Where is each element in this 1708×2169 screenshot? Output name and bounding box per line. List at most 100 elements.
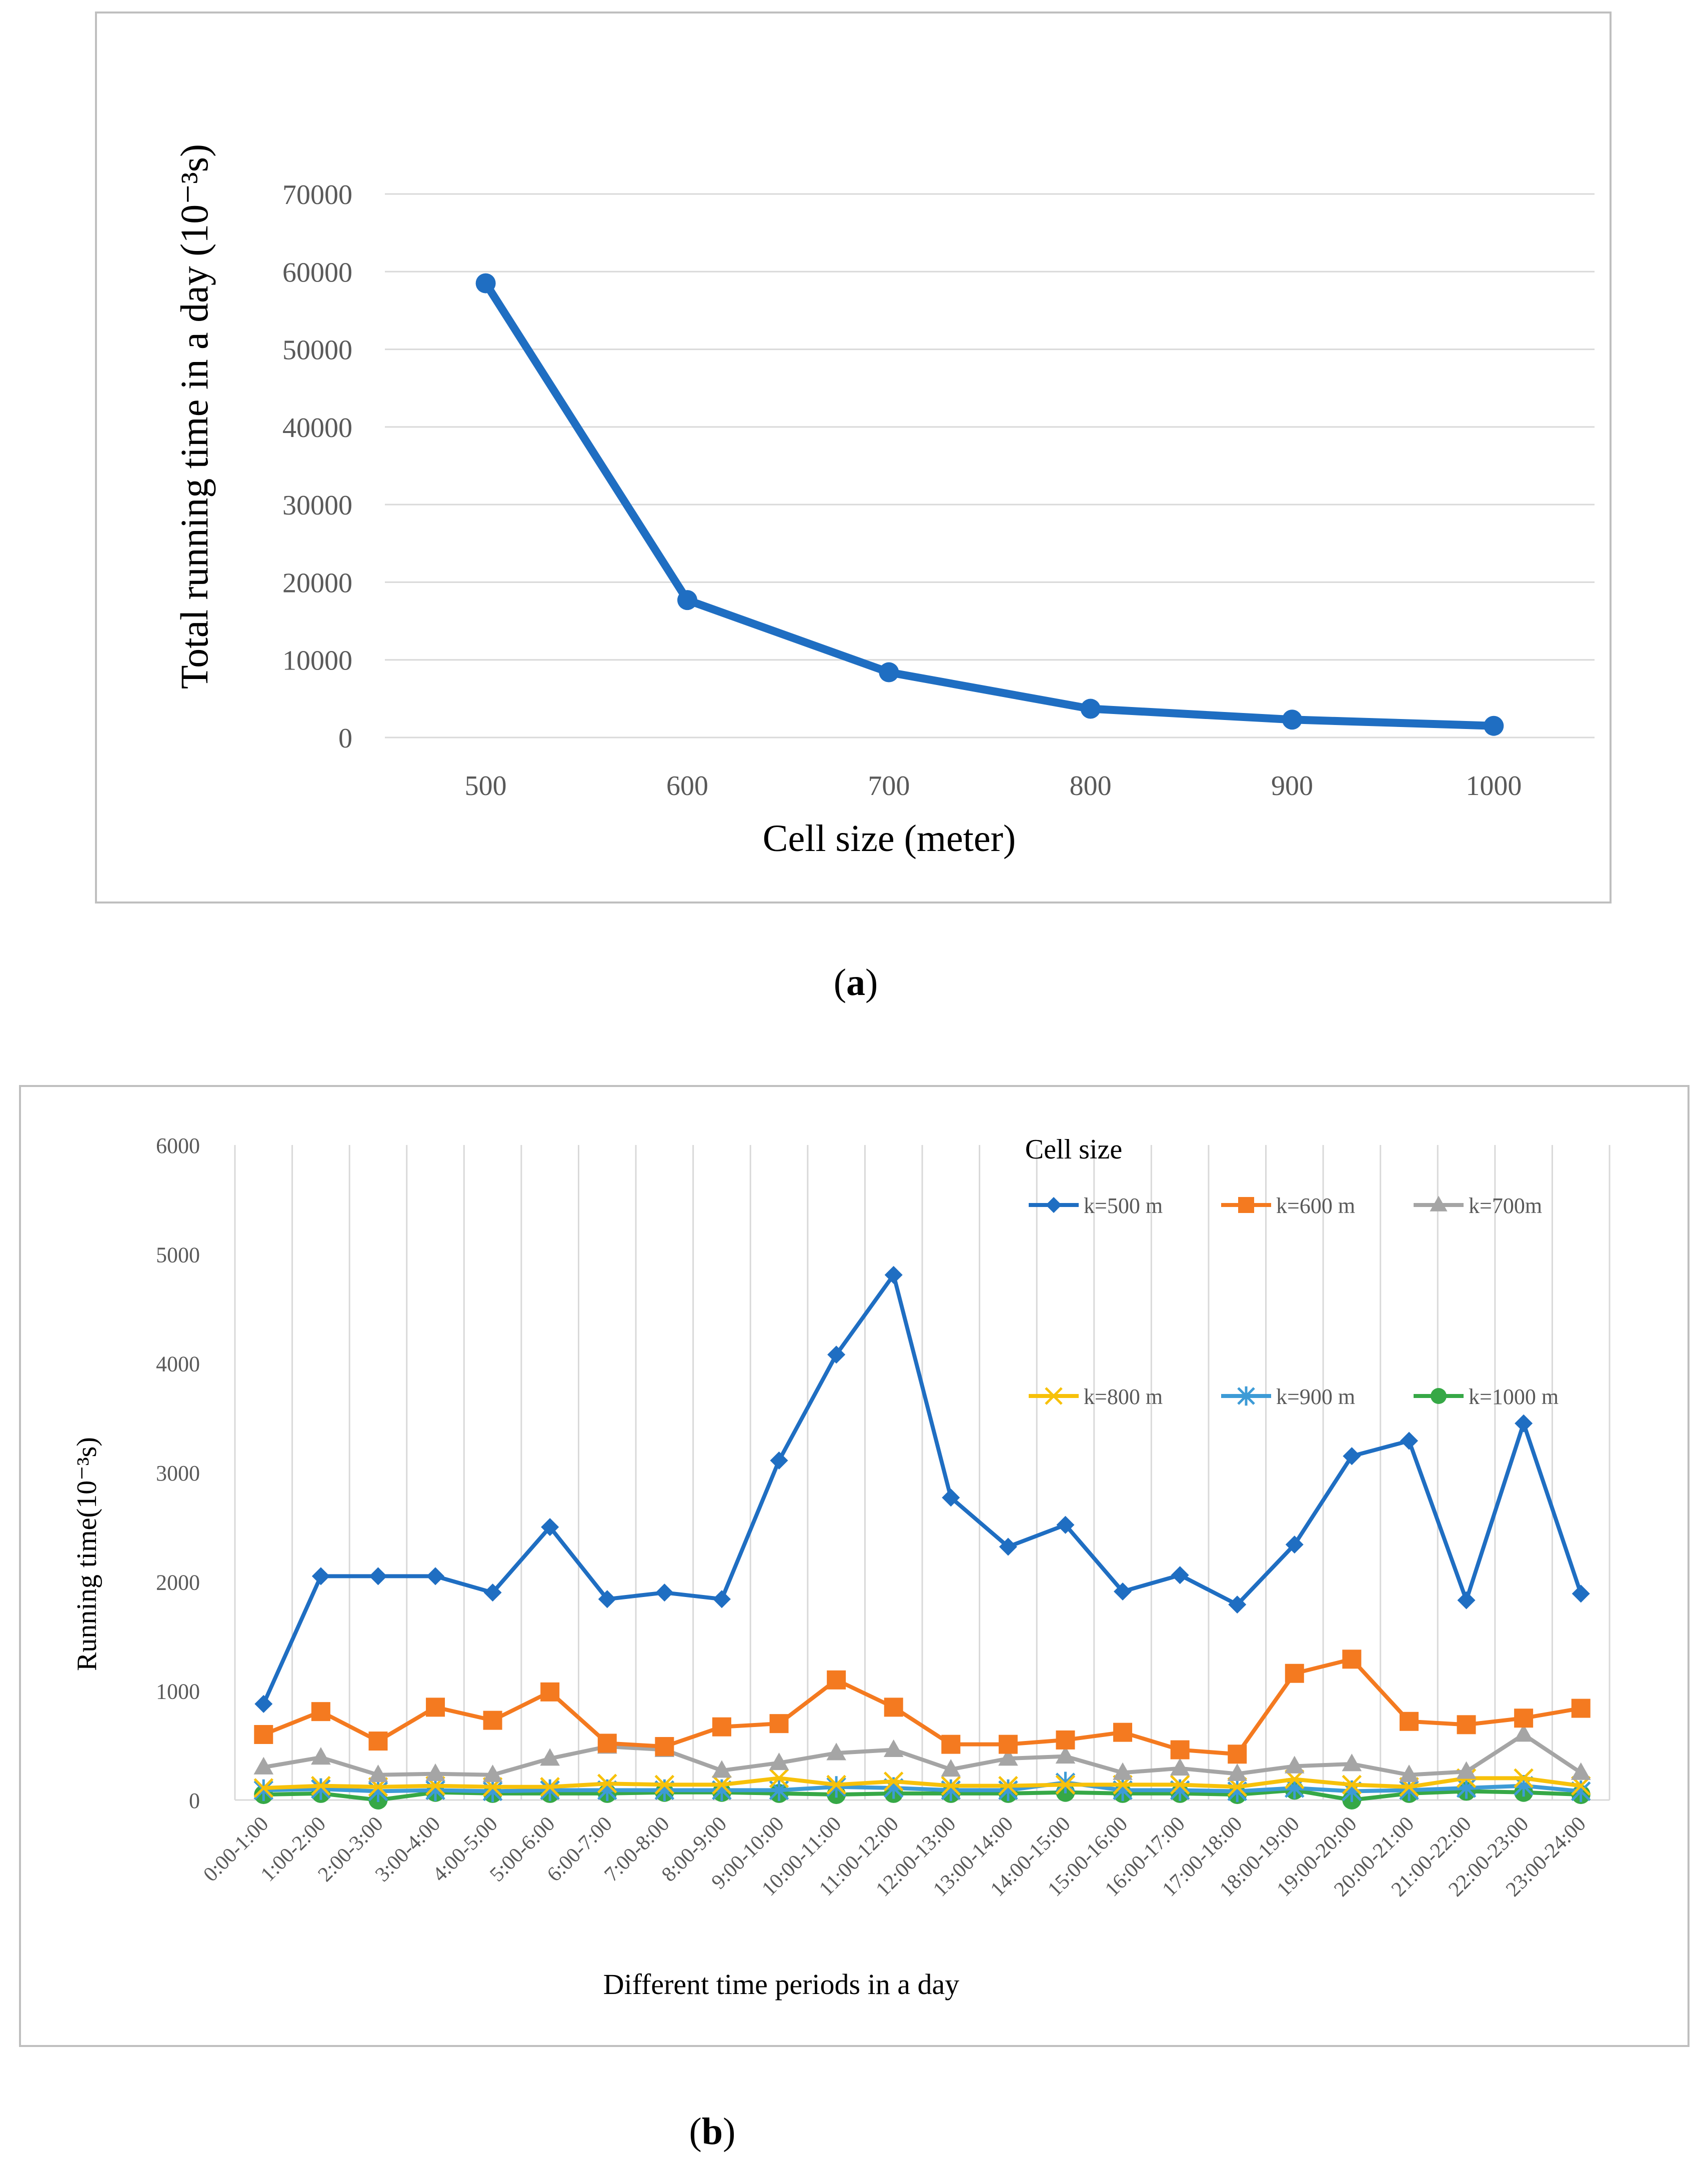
chart-b-data-point [425,1763,445,1781]
chart-b-data-point [1456,1761,1477,1779]
chart-b-data-point [311,1702,330,1722]
chart-b-data-point [598,1590,616,1608]
chart-b-data-point [1515,1414,1533,1432]
chart-b-ytick-label: 0 [189,1788,200,1813]
chart-b-data-point [1399,1712,1419,1731]
chart-b-data-point [826,1742,846,1760]
chart-b-data-point [1113,1762,1133,1780]
chart-b-ytick-label: 2000 [156,1570,200,1594]
chart-b-data-point [884,1266,903,1284]
chart-b-data-point [941,1734,961,1754]
chart-b-data-point [1170,1774,1190,1795]
chart-b-data-point [1170,1758,1190,1776]
chart-b-data-point [826,1774,846,1795]
chart-b-data-point [482,1764,503,1782]
chart-b-data-point [998,1748,1018,1766]
chart-b-data-point [1457,1591,1476,1610]
chart-b-data-point [827,1346,846,1364]
chart-b-data-point [655,1584,674,1602]
chart-a-data-point [1282,710,1302,730]
chart-b-ytick-label: 5000 [156,1242,200,1267]
chart-b-legend-swatch-marker [1237,1386,1255,1406]
chart-b-data-point [253,1778,274,1798]
chart-b-data-point [483,1710,502,1730]
chart-a-caption: (a) [834,962,878,1004]
chart-b-data-point [1342,1774,1362,1795]
chart-b-legend-label: k=800 m [1084,1384,1163,1409]
chart-b-data-point [769,1752,789,1770]
chart-b-legend-item: k=700m [1414,1194,1542,1218]
chart-b-data-point [1227,1763,1248,1781]
chart-b-series-line [261,1272,1583,1705]
chart-b-data-point [540,1748,560,1766]
chart-a-xtick-label: 700 [868,770,910,802]
chart-b-data-point [884,1698,903,1717]
chart-b-data-point [712,1760,732,1778]
chart-b-series-line [263,1732,1582,1777]
chart-b-legend-label: k=900 m [1276,1384,1355,1409]
chart-b-data-point [1514,1724,1534,1742]
chart-b-data-point [1056,1730,1075,1750]
chart-b-data-point [712,1717,731,1736]
chart-a-gridlines [385,193,1595,738]
chart-b-data-point [1228,1744,1247,1764]
chart-b-data-point [368,1764,388,1782]
chart-b-data-point [369,1567,387,1586]
chart-b-data-point [655,1737,674,1756]
chart-a-xtick-label: 500 [465,770,507,802]
chart-b-xlabel: Different time periods in a day [603,1968,959,2000]
chart-b-data-point [483,1584,502,1602]
chart-a-xtick-label: 600 [666,770,708,802]
chart-b-series-line [262,1657,1582,1756]
chart-b-data-point [368,1732,388,1751]
chart-b-data-point [712,1774,732,1795]
chart-b-legend-swatch-marker [1430,1196,1448,1212]
chart-a-ytick-label: 50000 [282,335,352,366]
chart-b-data-point [1284,1756,1305,1774]
chart-b-caption: (b) [689,2110,736,2152]
chart-b-data-point [1342,1754,1362,1772]
chart-b-ytick-label: 4000 [156,1352,200,1376]
chart-b-data-point [541,1518,559,1536]
chart-b-data-point [253,1756,274,1774]
chart-b-caption-label: (b) [689,2110,736,2152]
chart-b-data-point [826,1776,846,1798]
chart-a-x-ticks: 500 600 700 800 900 1000 [465,770,1522,802]
chart-a-ylabel: Total running time in a day (10⁻³s) [172,144,216,689]
chart-b-legend-item: k=500 m [1029,1194,1163,1218]
chart-b-data-point [1171,1566,1189,1584]
chart-b-data-point [426,1567,445,1586]
chart-b-data-point [540,1779,560,1801]
chart-b-data-point [1285,1664,1304,1683]
chart-b-data-point [1170,1740,1190,1760]
chart-b-data-point [1228,1596,1247,1614]
chart-b-frame [19,1085,1690,2047]
chart-b-data-point [942,1488,960,1507]
chart-b-series-line [263,1788,1581,1802]
chart-b-data-point [1457,1715,1476,1734]
chart-b-legend-swatch-marker [1046,1197,1062,1213]
chart-b-legend-item: k=900 m [1221,1384,1355,1409]
chart-a-ytick-label: 30000 [282,490,352,521]
chart-b-legend-label: k=500 m [1084,1194,1163,1218]
chart-a-ytick-label: 0 [338,723,352,754]
chart-a-xtick-label: 1000 [1466,770,1522,802]
chart-b-legend-label: k=1000 m [1469,1384,1559,1409]
chart-b-data-point [769,1714,789,1734]
chart-b-data-point [1285,1536,1304,1554]
chart-b-legend-swatch-marker [1045,1387,1063,1405]
chart-a-ytick-label: 10000 [282,646,352,676]
chart-b-data-point [998,1776,1018,1796]
chart-b-legend-item: k=600 m [1221,1194,1355,1218]
chart-b-data-point [1514,1768,1534,1788]
chart-b-data-point [253,1779,274,1801]
chart-b-data-point [1399,1764,1419,1782]
chart-b-data-point [1113,1722,1133,1742]
chart-b-data-point [712,1590,731,1608]
chart-a-ytick-label: 60000 [282,257,352,288]
chart-a-data-point [475,273,496,294]
chart-b-data-point [1055,1774,1076,1795]
chart-b-series [253,1266,1591,1810]
chart-a-xtick-label: 800 [1070,770,1112,802]
chart-b-data-point [654,1774,675,1795]
